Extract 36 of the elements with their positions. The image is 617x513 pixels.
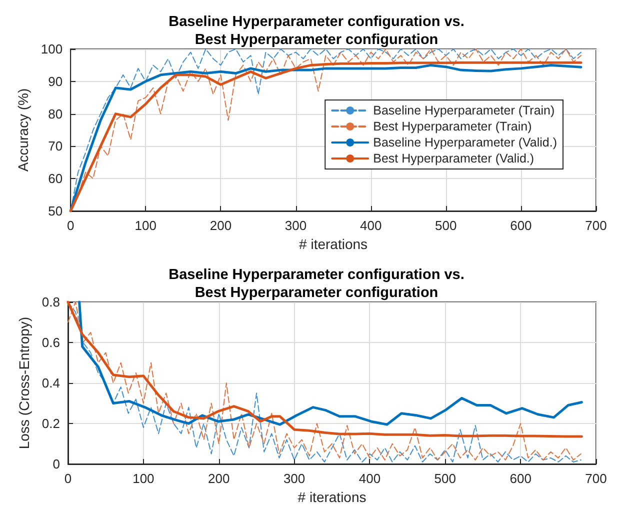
y-tick-label: 50 (48, 204, 63, 218)
chart-title: Baseline Hyperparameter configuration vs. Best Hyperparameter configuration (168, 14, 464, 48)
x-tick-label: 100 (132, 471, 154, 486)
y-tick-label: 0.8 (42, 294, 60, 310)
y-tick-label: 0.4 (42, 376, 60, 390)
x-tick-label: 400 (360, 218, 382, 233)
x-tick-label: 300 (284, 218, 307, 233)
legend-label: Baseline Hyperparameter (Train) (373, 104, 555, 118)
y-tick-label: 100 (40, 42, 63, 56)
legend-label: Best Hyperparameter (Valid.) (373, 152, 534, 166)
x-tick-label: 400 (358, 471, 381, 486)
y-tick-label: 0.6 (42, 335, 60, 350)
x-tick-label: 200 (208, 471, 230, 486)
legend-label: Best Hyperparameter (Train) (373, 120, 532, 134)
y-tick-label: 0 (52, 456, 60, 472)
y-tick-label: 0.2 (42, 416, 60, 431)
x-tick-label: 100 (134, 218, 156, 233)
chart-title: Baseline Hyperparameter configuration vs. Best Hyperparameter configuration (168, 267, 464, 301)
x-tick-label: 0 (66, 218, 74, 233)
y-tick-label: 90 (48, 74, 63, 89)
y-tick-label: 80 (48, 106, 63, 122)
legend-label: Baseline Hyperparameter (Valid.) (373, 136, 557, 150)
x-tick-label: 700 (585, 471, 607, 486)
x-tick-label: 500 (435, 218, 457, 233)
y-tick-label: 70 (48, 138, 63, 154)
x-axis-title: # iterations (298, 488, 366, 505)
x-tick-label: 500 (434, 471, 456, 486)
x-tick-label: 200 (210, 218, 232, 233)
x-tick-label: 700 (585, 218, 607, 233)
y-tick-label: 60 (48, 171, 63, 186)
x-tick-label: 600 (510, 218, 532, 233)
x-tick-label: 300 (283, 471, 306, 486)
x-axis-title: # iterations (299, 236, 368, 252)
y-axis-title: Accuracy (%) (15, 88, 31, 172)
x-tick-label: 600 (510, 471, 532, 486)
y-axis-title: Loss (Cross-Entropy) (16, 316, 32, 450)
